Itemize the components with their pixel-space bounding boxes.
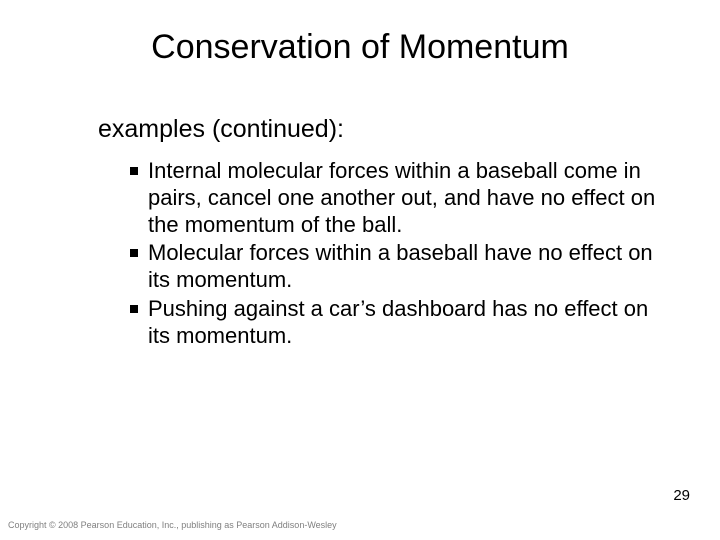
slide-title: Conservation of Momentum	[0, 28, 720, 67]
bullet-text: Internal molecular forces within a baseb…	[148, 158, 660, 238]
bullet-text: Molecular forces within a baseball have …	[148, 240, 660, 294]
bullet-list: Internal molecular forces within a baseb…	[130, 158, 660, 352]
bullet-marker-icon	[130, 249, 138, 257]
copyright-text: Copyright © 2008 Pearson Education, Inc.…	[8, 520, 337, 530]
bullet-marker-icon	[130, 167, 138, 175]
subtitle: examples (continued):	[98, 115, 344, 144]
page-number: 29	[673, 487, 690, 504]
bullet-marker-icon	[130, 305, 138, 313]
bullet-text: Pushing against a car’s dashboard has no…	[148, 296, 660, 350]
slide: Conservation of Momentum examples (conti…	[0, 0, 720, 540]
list-item: Internal molecular forces within a baseb…	[130, 158, 660, 238]
list-item: Pushing against a car’s dashboard has no…	[130, 296, 660, 350]
list-item: Molecular forces within a baseball have …	[130, 240, 660, 294]
